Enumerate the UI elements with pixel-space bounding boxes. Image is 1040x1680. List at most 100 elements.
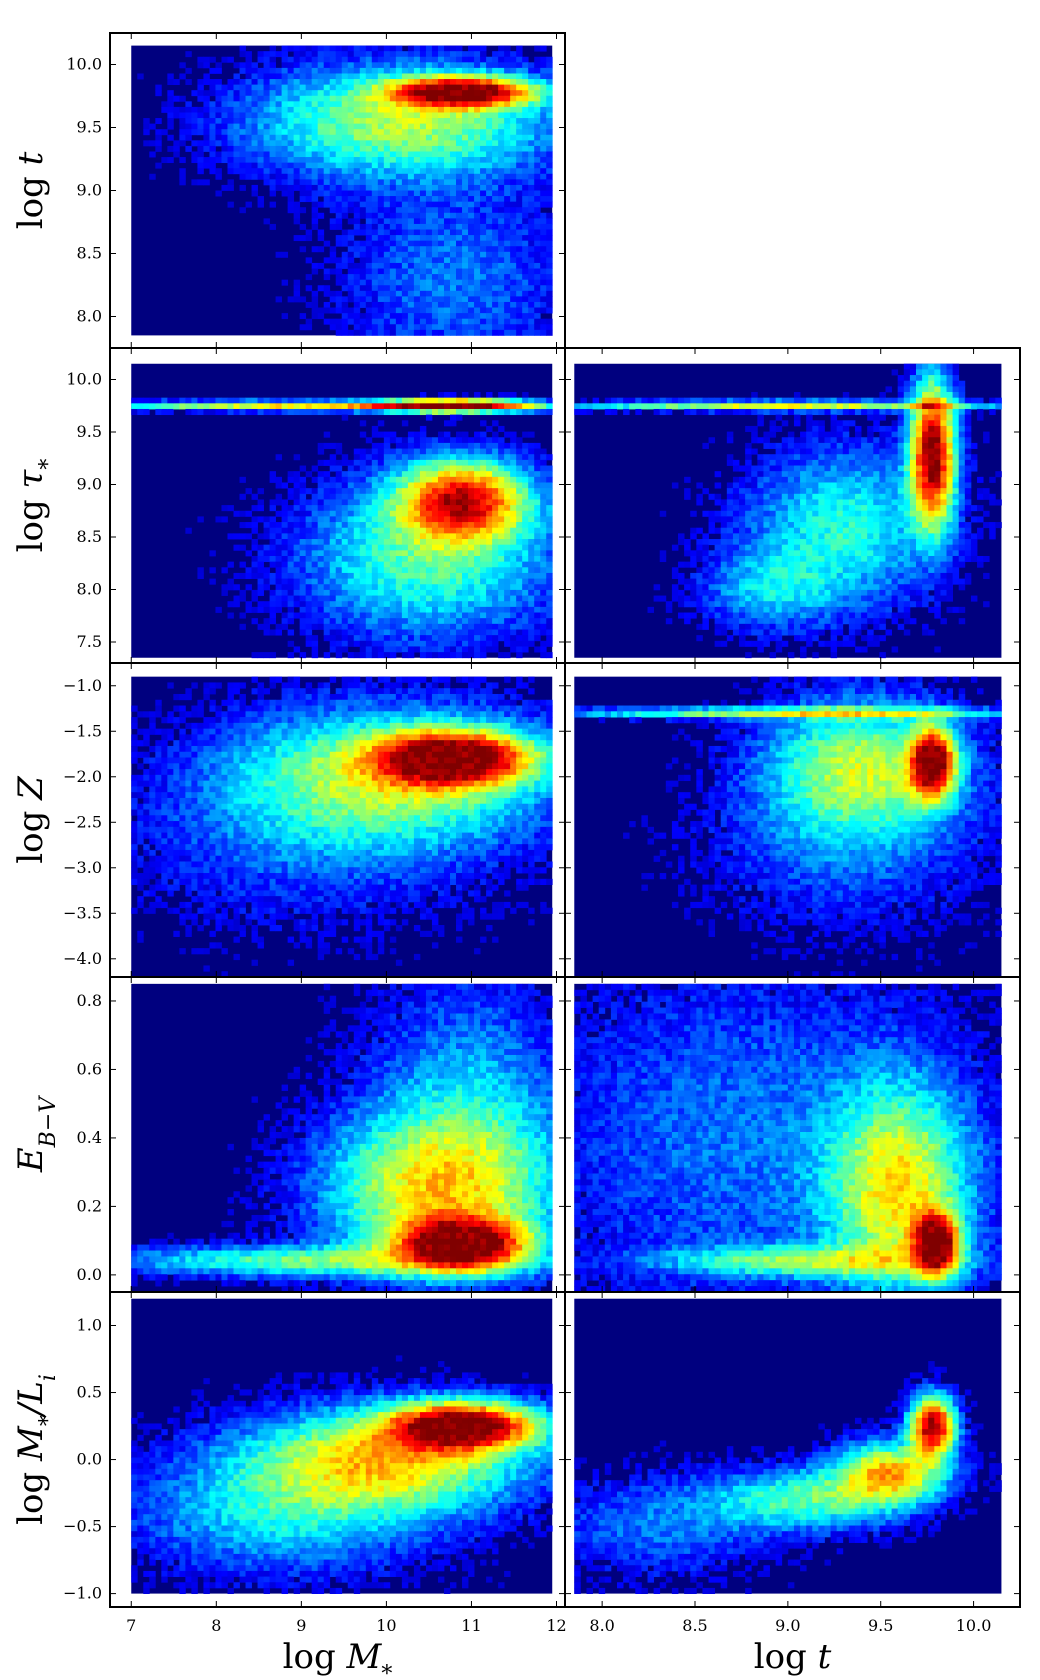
- heatmap-cell: [258, 505, 264, 511]
- heatmap-cell: [696, 539, 703, 545]
- heatmap-cell: [629, 403, 636, 409]
- heatmap-cell: [666, 601, 673, 607]
- heatmap-cell: [372, 624, 378, 630]
- heatmap-cell: [414, 646, 420, 652]
- heatmap-cell: [727, 528, 734, 534]
- heatmap-cell: [354, 607, 360, 613]
- heatmap-cell: [282, 556, 288, 562]
- heatmap-cell: [348, 151, 354, 157]
- heatmap-cell: [492, 613, 498, 619]
- heatmap-cell: [605, 398, 612, 404]
- heatmap-cell: [191, 157, 197, 163]
- heatmap-cell: [450, 652, 456, 658]
- heatmap-cell: [528, 528, 534, 534]
- heatmap-cell: [312, 562, 318, 568]
- heatmap-cell: [348, 641, 354, 647]
- heatmap-cell: [739, 556, 746, 562]
- heatmap-cell: [438, 562, 444, 568]
- heatmap-cell: [546, 157, 552, 163]
- heatmap-cell: [390, 230, 396, 236]
- heatmap-cell: [414, 68, 420, 74]
- heatmap-cell: [444, 528, 450, 534]
- heatmap-cell: [360, 85, 366, 91]
- heatmap-cell: [372, 635, 378, 641]
- heatmap-cell: [312, 291, 318, 297]
- heatmap-cell: [432, 652, 438, 658]
- heatmap-cell: [540, 562, 546, 568]
- heatmap-cell: [366, 471, 372, 477]
- heatmap-cell: [324, 477, 330, 483]
- heatmap-cell: [534, 296, 540, 302]
- heatmap-cell: [450, 151, 456, 157]
- heatmap-cell: [252, 96, 258, 102]
- heatmap-cell: [414, 252, 420, 258]
- heatmap-cell: [534, 443, 540, 449]
- heatmap-cell: [534, 246, 540, 252]
- heatmap-cell: [504, 618, 510, 624]
- heatmap-cell: [510, 257, 516, 263]
- heatmap-cell: [516, 135, 522, 141]
- heatmap-cell: [522, 246, 528, 252]
- heatmap-cell: [408, 613, 414, 619]
- heatmap-cell: [173, 140, 179, 146]
- heatmap-cell: [408, 174, 414, 180]
- heatmap-cell: [516, 454, 522, 460]
- heatmap-cell: [348, 550, 354, 556]
- heatmap-cell: [498, 246, 504, 252]
- heatmap-cell: [330, 191, 336, 197]
- heatmap-cell: [528, 460, 534, 466]
- heatmap-cell: [504, 522, 510, 528]
- heatmap-cell: [354, 494, 360, 500]
- heatmap-cell: [492, 324, 498, 330]
- heatmap-cell: [474, 246, 480, 252]
- heatmap-cell: [312, 68, 318, 74]
- heatmap-cell: [498, 101, 504, 107]
- heatmap-cell: [330, 533, 336, 539]
- heatmap-cell: [270, 202, 276, 208]
- heatmap-cell: [342, 57, 348, 63]
- heatmap-cell: [480, 420, 486, 426]
- heatmap-cell: [372, 460, 378, 466]
- heatmap-cell: [516, 274, 522, 280]
- heatmap-cell: [354, 618, 360, 624]
- heatmap-cell: [294, 291, 300, 297]
- heatmap-cell: [534, 107, 540, 113]
- heatmap-cell: [540, 151, 546, 157]
- heatmap-cell: [330, 477, 336, 483]
- heatmap-cell: [306, 516, 312, 522]
- heatmap-cell: [522, 482, 528, 488]
- heatmap-cell: [384, 454, 390, 460]
- heatmap-cell: [420, 601, 426, 607]
- heatmap-cell: [721, 629, 728, 635]
- heatmap-cell: [360, 96, 366, 102]
- heatmap-cell: [384, 652, 390, 658]
- heatmap-cell: [246, 79, 252, 85]
- heatmap-cell: [444, 550, 450, 556]
- heatmap-cell: [276, 601, 282, 607]
- heatmap-cell: [420, 68, 426, 74]
- heatmap-cell: [420, 567, 426, 573]
- heatmap-cell: [516, 567, 522, 573]
- heatmap-cell: [510, 85, 516, 91]
- heatmap-cell: [498, 163, 504, 169]
- heatmap-cell: [408, 79, 414, 85]
- heatmap-cell: [402, 107, 408, 113]
- heatmap-cell: [474, 263, 480, 269]
- heatmap-cell: [282, 163, 288, 169]
- heatmap-cell: [456, 302, 462, 308]
- heatmap-cell: [336, 96, 342, 102]
- heatmap-cell: [432, 646, 438, 652]
- heatmap-cell: [360, 466, 366, 472]
- heatmap-cell: [438, 522, 444, 528]
- heatmap-cell: [534, 213, 540, 219]
- heatmap-cell: [522, 224, 528, 230]
- heatmap-cell: [330, 488, 336, 494]
- heatmap-cell: [540, 62, 546, 68]
- heatmap-cell: [426, 584, 432, 590]
- heatmap-cell: [282, 613, 288, 619]
- heatmap-cell: [504, 533, 510, 539]
- heatmap-cell: [378, 567, 384, 573]
- heatmap-cell: [528, 573, 534, 579]
- heatmap-cell: [396, 403, 402, 409]
- heatmap-cell: [312, 90, 318, 96]
